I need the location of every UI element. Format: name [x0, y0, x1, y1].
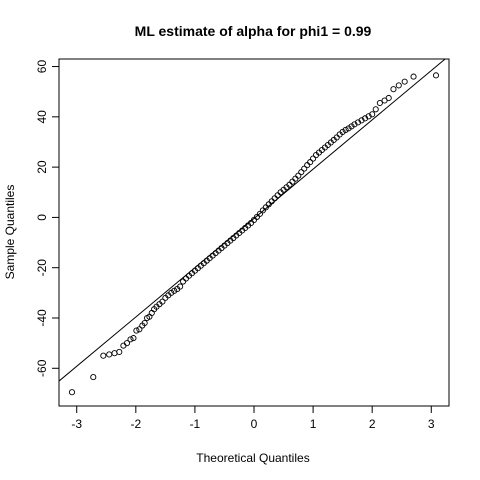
data-point — [141, 319, 148, 327]
data-point — [133, 327, 140, 334]
data-point — [354, 119, 362, 126]
x-axis-label: Theoretical Quantiles — [196, 451, 309, 465]
data-point — [342, 126, 349, 133]
data-point — [130, 335, 137, 342]
data-point — [116, 348, 123, 355]
data-point — [432, 72, 440, 79]
data-point — [127, 336, 134, 343]
y-axis-label: Sample Quantiles — [3, 185, 17, 280]
data-point — [100, 352, 107, 359]
y-tick-label: -20 — [35, 259, 49, 277]
y-axis: -60 -40 -20 0 20 40 60 — [35, 60, 59, 377]
x-tick-label: -2 — [130, 417, 141, 431]
data-point — [310, 155, 317, 162]
data-point — [171, 287, 178, 294]
data-point — [351, 121, 358, 128]
y-tick-label: 60 — [35, 60, 49, 74]
y-tick-label: 0 — [35, 214, 49, 221]
data-point — [148, 309, 155, 317]
x-tick-label: 1 — [310, 417, 317, 431]
data-point — [301, 165, 308, 172]
x-tick-label: 2 — [369, 417, 376, 431]
data-point — [358, 117, 365, 124]
data-point — [410, 73, 417, 80]
data-point — [390, 86, 397, 93]
data-point — [123, 340, 131, 347]
data-point — [376, 99, 383, 107]
reference-line — [59, 59, 446, 382]
data-point — [68, 389, 76, 396]
data-point — [385, 94, 392, 102]
data-point — [307, 159, 314, 166]
data-point — [295, 172, 302, 179]
data-point — [274, 192, 281, 199]
data-point — [362, 115, 369, 122]
y-tick-label: -60 — [35, 359, 49, 377]
y-tick-label: 40 — [35, 110, 49, 124]
data-point — [401, 78, 408, 85]
data-point — [271, 195, 278, 202]
x-tick-label: 0 — [251, 417, 258, 431]
x-tick-label: -3 — [71, 417, 82, 431]
data-point — [159, 298, 166, 305]
y-tick-label: 20 — [35, 160, 49, 174]
data-points — [68, 72, 440, 396]
data-point — [136, 326, 143, 333]
data-point — [177, 283, 184, 290]
x-axis: -3 -2 -1 0 1 2 3 — [71, 406, 435, 431]
data-point — [256, 210, 263, 217]
data-point — [180, 278, 187, 285]
y-tick-label: -40 — [35, 309, 49, 327]
data-point — [90, 374, 97, 381]
data-point — [395, 82, 402, 89]
x-tick-label: 3 — [428, 417, 435, 431]
x-tick-label: -1 — [190, 417, 201, 431]
chart-title: ML estimate of alpha for phi1 = 0.99 — [135, 23, 372, 39]
data-point — [365, 113, 372, 120]
data-point — [259, 207, 266, 214]
data-point — [106, 351, 113, 358]
data-point — [292, 175, 299, 182]
data-point — [298, 169, 305, 176]
data-point — [372, 106, 379, 113]
data-point — [369, 111, 376, 118]
data-point — [304, 162, 311, 169]
data-point — [289, 178, 296, 185]
